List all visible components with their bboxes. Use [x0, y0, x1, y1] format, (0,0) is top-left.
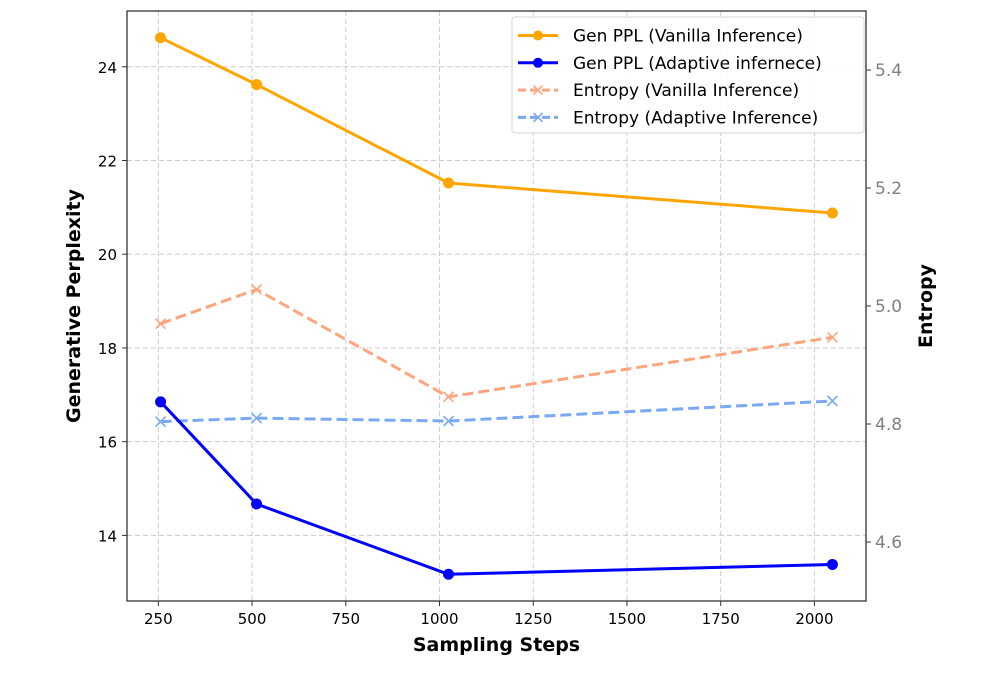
- x-tick-label: 1250: [514, 610, 552, 628]
- series-gen-ppl-vanilla-inference: [155, 32, 838, 219]
- x-marker-stroke: [250, 412, 263, 424]
- x-tick-label: 2000: [795, 610, 833, 628]
- legend-marker: [533, 30, 543, 41]
- x-tick-label: 750: [331, 610, 360, 628]
- x-axis-title: Sampling Steps: [413, 634, 580, 656]
- x-marker-stroke: [155, 318, 167, 330]
- x-marker-stroke: [442, 391, 455, 403]
- legend-item: Gen PPL (Vanilla Inference): [518, 27, 803, 47]
- y-axis-title-right: Entropy: [915, 263, 937, 348]
- y-tick-label-left: 18: [98, 340, 117, 358]
- data-point: [155, 318, 167, 330]
- legend-label: Entropy (Adaptive Inference): [573, 108, 818, 128]
- series-line: [159, 400, 833, 576]
- x-marker-stroke: [532, 85, 544, 96]
- legend-label: Gen PPL (Adaptive infernece): [573, 54, 822, 74]
- y-tick-label-right: 5.2: [875, 179, 902, 199]
- x-tick-label: 250: [144, 610, 173, 628]
- data-point: [826, 558, 838, 570]
- data-point: [443, 177, 455, 189]
- legend-item: Entropy (Adaptive Inference): [518, 108, 818, 128]
- x-tick-label: 1500: [608, 610, 646, 628]
- data-point: [251, 498, 263, 510]
- series-layer: [155, 32, 838, 580]
- data-point: [443, 568, 455, 580]
- data-point: [251, 79, 263, 91]
- legend-label: Gen PPL (Vanilla Inference): [573, 27, 803, 47]
- x-marker-stroke: [826, 395, 838, 407]
- legend: Gen PPL (Vanilla Inference) Gen PPL (Adap…: [511, 16, 865, 134]
- series-line: [160, 399, 833, 424]
- legend-marker: [532, 112, 544, 123]
- x-marker-stroke: [532, 112, 544, 123]
- legend-item: Entropy (Vanilla Inference): [518, 81, 799, 101]
- y-tick-label-right: 5.4: [875, 61, 902, 81]
- y-tick-label-right: 4.8: [875, 415, 902, 435]
- y-tick-label-left: 22: [98, 152, 117, 170]
- data-point: [826, 395, 838, 407]
- series-line: [159, 36, 833, 215]
- legend-label: Entropy (Vanilla Inference): [573, 81, 799, 101]
- y-tick-label-left: 20: [98, 246, 117, 264]
- y-tick-label-right: 4.6: [875, 533, 902, 553]
- y-axis-title-left: Generative Perplexity: [63, 188, 85, 423]
- legend-marker: [533, 57, 543, 68]
- x-tick-label: 1000: [420, 610, 458, 628]
- x-marker-stroke: [442, 415, 455, 427]
- x-tick-label: 500: [238, 610, 267, 628]
- y-tick-label-left: 14: [98, 527, 117, 545]
- legend-marker: [532, 85, 544, 96]
- legend-frame: [511, 16, 865, 134]
- data-point: [155, 32, 167, 44]
- data-point: [442, 391, 455, 403]
- y-tick-label-right: 5.0: [875, 297, 902, 317]
- data-point: [826, 331, 838, 343]
- data-point: [442, 415, 455, 427]
- y-tick-label-left: 16: [98, 434, 117, 452]
- series-entropy-vanilla-inference: [155, 283, 838, 403]
- data-point: [250, 412, 263, 424]
- x-marker-stroke: [155, 416, 167, 428]
- data-point: [155, 396, 167, 408]
- x-tick-label: 1750: [702, 610, 740, 628]
- data-point: [155, 416, 167, 428]
- legend-item: Gen PPL (Adaptive infernece): [518, 54, 822, 74]
- y-tick-label-left: 24: [98, 59, 117, 77]
- data-point: [826, 207, 838, 219]
- x-marker-stroke: [250, 283, 263, 296]
- series-entropy-adaptive-inference: [155, 395, 838, 428]
- ticks: 250 500 750 1000 1250 1500 1750 2000 14 16 18 20 22 2…: [98, 59, 902, 628]
- series-gen-ppl-adaptive-infernece: [155, 396, 838, 580]
- data-point: [250, 283, 263, 296]
- series-line: [160, 287, 833, 399]
- x-marker-stroke: [826, 331, 838, 343]
